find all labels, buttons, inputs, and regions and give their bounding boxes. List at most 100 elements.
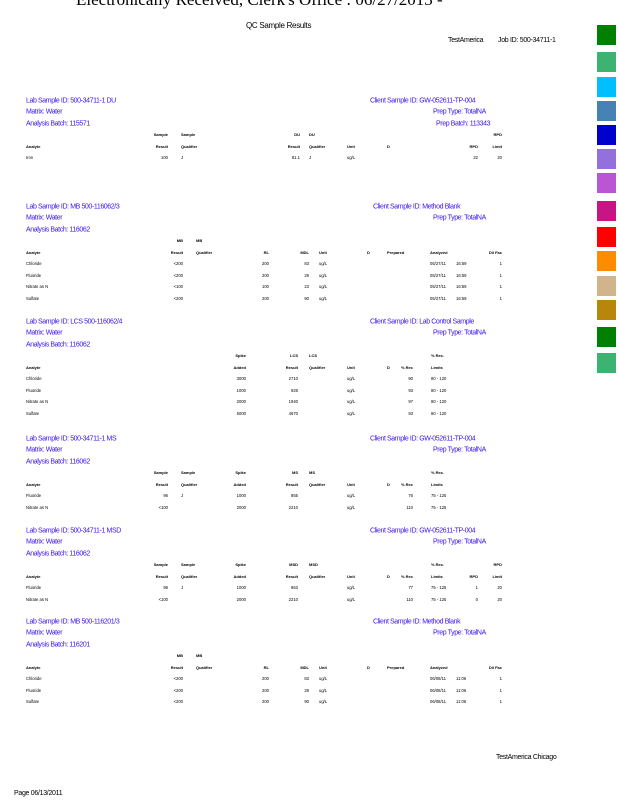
table-cell-sample-qual: J xyxy=(181,584,184,590)
color-swatch xyxy=(597,227,616,247)
matrix: Matrix: Water xyxy=(26,329,63,337)
column-header-du-result: Result xyxy=(287,144,300,149)
table-cell-du-result: 81.1 xyxy=(291,154,300,160)
column-header-mb-result: Result xyxy=(170,250,183,255)
table-cell-sample-result: <100 xyxy=(158,596,168,602)
table-cell-dil: 1 xyxy=(499,687,502,693)
report-title: QC Sample Results xyxy=(246,21,312,30)
table-cell-mb-unit: ug/L xyxy=(319,295,328,301)
table-cell-rpd: 22 xyxy=(473,154,478,160)
table-cell-analyte: Sulfate xyxy=(26,410,40,416)
table-cell-analyzed-time: 16:59 xyxy=(456,272,467,278)
column-header-rl: RL xyxy=(263,250,269,255)
table-cell-sample-qual: J xyxy=(181,492,184,498)
table-cell-mb-result: <200 xyxy=(173,687,183,693)
table-cell-spike: 1000 xyxy=(236,492,246,498)
column-header-analyte: Analyte xyxy=(26,365,41,370)
table-cell-limits: 75 - 125 xyxy=(431,504,447,510)
color-swatch xyxy=(597,125,616,145)
analysis-batch: Analysis Batch: 116062 xyxy=(26,341,90,349)
column-header-prepared: Prepared xyxy=(387,250,405,255)
table-cell-qc-result: 1940 xyxy=(288,399,298,405)
electronic-filing-stamp: Electronically Received, Clerk's Office … xyxy=(76,0,443,8)
table-cell-mdl: 29 xyxy=(304,272,309,278)
table-cell-mb-result: <200 xyxy=(173,699,183,705)
table-cell-limits: 80 - 120 xyxy=(431,399,447,405)
table-cell-mb-result: <200 xyxy=(173,260,183,266)
table-cell-rec: 93 xyxy=(408,387,413,393)
table-cell-mb-result: <200 xyxy=(173,295,183,301)
table-cell-spike: 1000 xyxy=(236,387,246,393)
table-cell-analyte: Fluoride xyxy=(26,387,42,393)
column-header-rpd: RPD xyxy=(469,574,478,579)
table-cell-rpd: 1 xyxy=(475,584,478,590)
table-cell-unit: ug/L xyxy=(347,410,356,416)
table-cell-analyte: Fluoride xyxy=(26,584,42,590)
column-header-mdl: MDL xyxy=(300,665,309,670)
column-header-d: D xyxy=(387,482,390,487)
column-header-sample-result: Result xyxy=(155,574,168,579)
column-header-d: D xyxy=(387,144,390,149)
color-swatch xyxy=(597,327,616,347)
matrix: Matrix: Water xyxy=(26,629,63,637)
table-cell-analyzed-time: 16:59 xyxy=(456,284,467,290)
analysis-batch: Analysis Batch: 116062 xyxy=(26,550,90,558)
table-cell-analyzed-date: 05/27/11 xyxy=(430,272,446,278)
table-cell-unit: ug/L xyxy=(347,492,356,498)
table-cell-mdl: 90 xyxy=(304,699,309,705)
column-header-qc-qual: Qualifier xyxy=(309,482,326,487)
column-header-rec: % Rec xyxy=(400,482,413,487)
column-header-analyte: Analyte xyxy=(26,250,41,255)
table-cell-qc-result: 2710 xyxy=(288,375,298,381)
column-header-spike: Added xyxy=(233,574,246,579)
table-cell-analyzed-date: 05/27/11 xyxy=(430,295,446,301)
column-header-qc-qual: MSD xyxy=(309,562,318,567)
table-cell-sample-result: 96 xyxy=(163,492,168,498)
table-cell-rec: 93 xyxy=(408,410,413,416)
column-header-qc-qual: Qualifier xyxy=(309,365,326,370)
table-cell-limits: 80 - 120 xyxy=(431,387,447,393)
column-header-unit: Unit xyxy=(347,482,355,487)
table-cell-rec: 110 xyxy=(406,596,413,602)
lab-sample-id: Lab Sample ID: MB 500-116201/3 xyxy=(26,618,120,626)
table-cell-analyzed-date: 06/08/11 xyxy=(430,675,446,681)
table-cell-rpd-limit: 20 xyxy=(497,584,502,590)
table-cell-analyzed-time: 11:06 xyxy=(456,675,467,681)
table-cell-analyte: Sulfate xyxy=(26,699,40,705)
analysis-batch: Analysis Batch: 116201 xyxy=(26,641,90,649)
table-cell-analyte: Chloride xyxy=(26,375,42,381)
column-header-qc-result: MSD xyxy=(289,562,298,567)
client-sample-id: Client Sample ID: GW-052611-TP-004 xyxy=(370,527,476,535)
table-cell-mb-result: <200 xyxy=(173,675,183,681)
column-header-rec: % Rec xyxy=(400,365,413,370)
column-header-limits: Limits xyxy=(431,574,443,579)
job-id: Job ID: 500-34711-1 xyxy=(498,37,556,44)
table-cell-mb-unit: ug/L xyxy=(319,699,328,705)
table-cell-analyte: Fluoride xyxy=(26,492,42,498)
column-header-d: D xyxy=(387,365,390,370)
column-header-sample-qual: Sample xyxy=(181,562,196,567)
color-swatch xyxy=(597,276,616,296)
table-cell-qc-result: 4670 xyxy=(288,410,298,416)
table-cell-rec: 90 xyxy=(408,375,413,381)
client-sample-id: Client Sample ID: GW-052611-TP-004 xyxy=(370,97,476,105)
table-cell-unit: ug/L xyxy=(347,375,356,381)
column-header-mb-qual: MB xyxy=(196,653,203,658)
column-header-mdl: MDL xyxy=(300,250,309,255)
table-cell-analyzed-time: 11:06 xyxy=(456,687,467,693)
column-header-qc-result: Result xyxy=(285,574,298,579)
column-header-spike: Added xyxy=(233,482,246,487)
table-cell-spike: 5000 xyxy=(236,410,246,416)
table-cell-limits: 75 - 125 xyxy=(431,584,447,590)
table-cell-rl: 200 xyxy=(262,272,269,278)
column-header-dil: Dil Fac xyxy=(488,250,502,255)
lab-sample-id: Lab Sample ID: 500-34711-1 MS xyxy=(26,435,117,443)
table-cell-analyzed-time: 16:59 xyxy=(456,295,467,301)
color-swatch xyxy=(597,25,616,45)
column-header-limits: Limits xyxy=(431,365,443,370)
color-swatch xyxy=(597,173,616,193)
column-header-du-result: DU xyxy=(294,132,300,137)
matrix: Matrix: Water xyxy=(26,108,63,116)
column-header-mb-qual: MB xyxy=(196,238,203,243)
table-cell-qc-result: 2210 xyxy=(288,504,298,510)
